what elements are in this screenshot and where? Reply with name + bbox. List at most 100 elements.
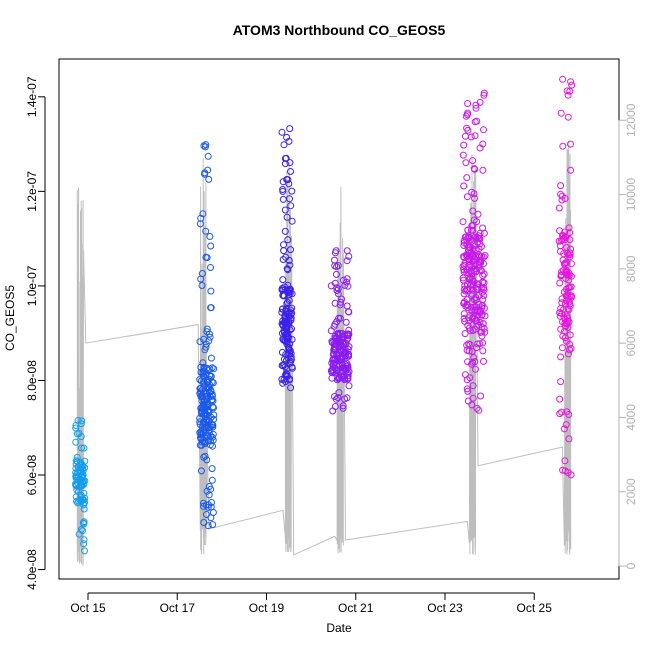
x-tick-label: Oct 19 [249, 601, 285, 615]
data-point [467, 133, 475, 141]
data-point [470, 354, 478, 362]
data-point [565, 251, 572, 259]
data-point [472, 101, 480, 109]
data-point [464, 322, 472, 329]
data-point [204, 378, 212, 386]
data-point [208, 396, 216, 404]
data-point [200, 438, 208, 446]
data-point [469, 222, 477, 229]
data-point [464, 100, 472, 107]
data-point [345, 326, 353, 334]
data-point [80, 505, 88, 513]
data-point [461, 132, 469, 140]
data-point [282, 372, 290, 380]
data-point [460, 182, 468, 190]
data-point [557, 325, 565, 333]
data-point [199, 210, 207, 218]
data-point [343, 247, 351, 255]
data-point [284, 176, 292, 184]
data-point [207, 264, 214, 271]
data-point [562, 421, 570, 429]
data-point [280, 241, 287, 249]
data-point [199, 359, 207, 367]
data-point [331, 279, 339, 287]
data-point [283, 213, 291, 221]
data-point [471, 132, 479, 140]
data-point [287, 384, 295, 392]
data-point [568, 81, 576, 89]
data-point [197, 431, 205, 439]
data-point [210, 365, 218, 373]
data-point [561, 259, 569, 267]
data-point [199, 420, 207, 428]
data-point [340, 334, 347, 342]
data-point [563, 408, 571, 416]
data-point [287, 202, 295, 210]
data-point [283, 332, 291, 340]
data-point [480, 126, 487, 134]
data-point [478, 252, 485, 260]
data-point [196, 220, 204, 228]
data-point [343, 278, 351, 286]
data-point [557, 378, 565, 386]
data-point [279, 322, 287, 330]
data-point [476, 318, 484, 326]
data-point [207, 242, 215, 250]
data-point [343, 302, 351, 310]
data-point [459, 263, 467, 270]
y2-tick-label: 10000 [624, 178, 638, 212]
data-point [460, 315, 468, 322]
data-point [206, 233, 214, 240]
data-point [285, 318, 293, 326]
data-point [460, 266, 468, 274]
data-point [334, 394, 342, 402]
data-point [205, 175, 213, 183]
x-axis-label: Date [326, 621, 352, 635]
data-point [81, 547, 88, 555]
data-point [480, 292, 488, 300]
data-point [558, 344, 566, 352]
data-point [200, 404, 207, 412]
data-point [196, 389, 204, 397]
data-point [459, 151, 467, 159]
data-point [561, 233, 569, 241]
data-point [209, 423, 217, 431]
data-point [202, 227, 210, 235]
data-point [73, 486, 81, 494]
data-point [287, 168, 294, 175]
data-point [335, 362, 343, 370]
data-point [208, 476, 216, 484]
data-point [280, 355, 288, 363]
data-point [200, 142, 208, 150]
data-point [561, 319, 569, 327]
data-point [280, 292, 288, 300]
data-point [279, 195, 287, 203]
data-point [331, 256, 338, 264]
data-point [567, 344, 575, 352]
data-point [561, 322, 569, 330]
data-point [278, 285, 286, 292]
data-point [78, 474, 86, 482]
data-point [285, 346, 293, 354]
data-point [286, 347, 294, 355]
data-point [205, 491, 213, 499]
data-point [78, 472, 86, 480]
data-point [282, 253, 290, 261]
data-point [469, 207, 477, 215]
data-point [285, 137, 293, 145]
data-point [557, 190, 564, 198]
y2-tick-label: 6000 [624, 329, 638, 356]
data-point [469, 314, 477, 322]
data-point [281, 320, 289, 327]
data-point [196, 338, 204, 346]
data-point [480, 304, 488, 312]
data-point [467, 249, 475, 257]
data-point [462, 112, 470, 120]
data-point [463, 111, 471, 119]
data-point [201, 412, 209, 420]
data-point [287, 316, 295, 324]
data-point [78, 461, 86, 469]
data-point [342, 364, 350, 372]
data-point [203, 328, 211, 336]
data-point [333, 287, 341, 294]
